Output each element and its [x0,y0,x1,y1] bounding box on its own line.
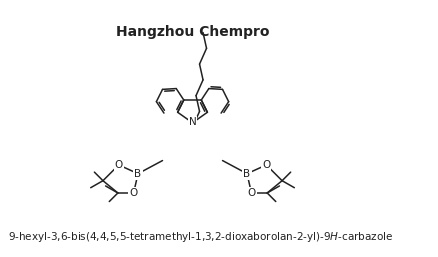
Text: 9-hexyl-3,6-bis(4,4,5,5-tetramethyl-1,3,2-dioxaborolan-2-yl)-9$\it{H}$-carbazole: 9-hexyl-3,6-bis(4,4,5,5-tetramethyl-1,3,… [8,230,393,244]
Text: O: O [115,160,123,170]
Text: B: B [244,169,251,179]
Text: O: O [247,188,255,198]
Text: B: B [134,169,141,179]
Text: O: O [130,188,138,198]
Text: N: N [189,117,196,127]
Text: Hangzhou Chempro: Hangzhou Chempro [116,25,269,39]
Text: O: O [262,160,270,170]
